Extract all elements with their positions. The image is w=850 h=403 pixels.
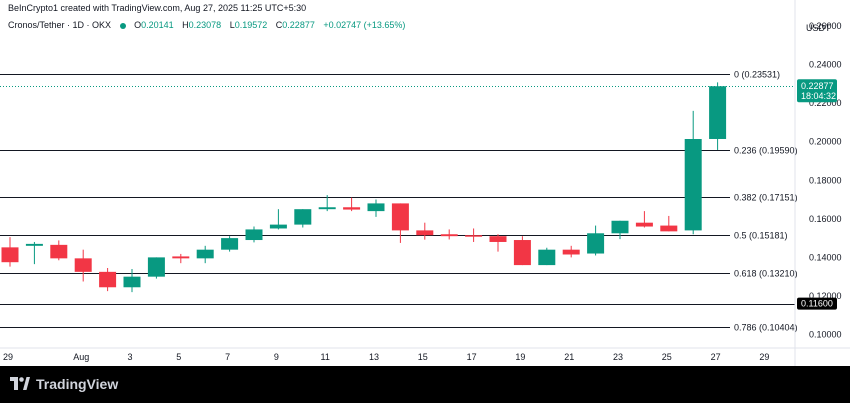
price-tick-label: 0.26000 bbox=[809, 21, 842, 31]
support-price-value: 0.11600 bbox=[801, 299, 833, 309]
bar-countdown: 18:04:32 bbox=[801, 91, 836, 101]
time-tick-label: 29 bbox=[759, 352, 769, 362]
open-label: O bbox=[134, 20, 142, 30]
tradingview-logo[interactable]: TradingView bbox=[10, 376, 118, 392]
price-tick-label: 0.10000 bbox=[809, 330, 842, 340]
candle-body bbox=[635, 222, 653, 227]
price-tick-label: 0.20000 bbox=[809, 137, 842, 147]
time-axis[interactable]: 29 Aug 3 5 7 9 11 13 15 17 19 21 23 25 27 29 bbox=[0, 347, 850, 362]
price-tick-label: 0.24000 bbox=[809, 60, 842, 70]
candlestick-series bbox=[1, 82, 727, 293]
candle-body bbox=[587, 233, 605, 254]
change-value: +0.02747 (+13.65%) bbox=[323, 20, 406, 30]
candle-body bbox=[74, 258, 92, 272]
candle-body bbox=[123, 276, 141, 288]
time-tick-label: 17 bbox=[467, 352, 477, 362]
chart-panel[interactable]: 0 (0.23531) 0.236 (0.19590) 0.382 (0.17151… bbox=[0, 0, 850, 366]
time-tick-label: 27 bbox=[711, 352, 721, 362]
candle-body bbox=[709, 86, 727, 139]
price-tick-label: 0.16000 bbox=[809, 214, 842, 224]
candle-body bbox=[245, 229, 263, 241]
time-tick-label: 5 bbox=[176, 352, 181, 362]
time-tick-label: 3 bbox=[127, 352, 132, 362]
time-tick-label: Aug bbox=[73, 352, 89, 362]
price-tick-label: 0.18000 bbox=[809, 175, 842, 185]
support-price-label bbox=[797, 297, 837, 310]
candle-body bbox=[513, 240, 531, 266]
candle-body bbox=[343, 207, 361, 210]
candle-body bbox=[562, 249, 580, 255]
price-tick-label: 0.22000 bbox=[809, 98, 842, 108]
time-tick-label: 29 bbox=[3, 352, 13, 362]
fib-level-label: 0.382 (0.17151) bbox=[734, 193, 798, 203]
time-tick-label: 9 bbox=[274, 352, 279, 362]
candle-body bbox=[465, 235, 483, 237]
time-tick-label: 19 bbox=[515, 352, 525, 362]
price-chart[interactable]: 0 (0.23531) 0.236 (0.19590) 0.382 (0.17151… bbox=[0, 0, 850, 366]
close-value: 0.22877 bbox=[282, 20, 315, 30]
candle-body bbox=[489, 236, 507, 242]
price-tick-label: 0.12000 bbox=[809, 291, 842, 301]
candle-body bbox=[221, 238, 239, 250]
tradingview-wordmark: TradingView bbox=[36, 376, 119, 392]
fib-level-label: 0.618 (0.13210) bbox=[734, 269, 798, 279]
candle-body bbox=[269, 224, 287, 229]
candle-body bbox=[196, 249, 214, 259]
price-axis-currency: USDT bbox=[806, 23, 831, 33]
candle-body bbox=[611, 220, 629, 234]
fib-level-label: 0.786 (0.10404) bbox=[734, 323, 798, 333]
tradingview-logo-icon bbox=[10, 377, 30, 390]
time-tick-label: 11 bbox=[321, 352, 330, 362]
fib-level-label: 0 (0.23531) bbox=[734, 70, 780, 80]
time-tick-label: 13 bbox=[369, 352, 379, 362]
candle-body bbox=[660, 225, 678, 232]
candle-body bbox=[416, 230, 434, 236]
fib-level-label: 0.236 (0.19590) bbox=[734, 146, 798, 156]
candle-body bbox=[294, 209, 312, 225]
price-axis[interactable]: USDT 0.26000 0.24000 0.22000 0.20000 0.18000… bbox=[794, 0, 842, 366]
high-value: 0.23078 bbox=[188, 20, 222, 30]
fib-level-label: 0.5 (0.15181) bbox=[734, 231, 788, 241]
candle-body bbox=[538, 249, 556, 266]
high-label: H bbox=[182, 20, 189, 30]
time-tick-label: 15 bbox=[418, 352, 428, 362]
candle-body bbox=[25, 243, 43, 246]
low-value: 0.19572 bbox=[234, 20, 268, 30]
fibonacci-retracement[interactable]: 0 (0.23531) 0.236 (0.19590) 0.382 (0.17151… bbox=[0, 70, 798, 333]
price-tick-label: 0.14000 bbox=[809, 252, 842, 262]
time-tick-label: 25 bbox=[662, 352, 672, 362]
candle-body bbox=[99, 271, 117, 288]
footer-bar: TradingView bbox=[0, 366, 850, 403]
candle-body bbox=[50, 244, 68, 259]
time-tick-label: 7 bbox=[225, 352, 230, 362]
time-tick-label: 23 bbox=[613, 352, 623, 362]
market-status-dot-icon bbox=[119, 22, 126, 29]
candle-body bbox=[367, 203, 385, 212]
candle-body bbox=[318, 207, 336, 210]
candle-body bbox=[391, 203, 409, 231]
candle-body bbox=[1, 247, 19, 263]
candle-body bbox=[440, 234, 458, 237]
candle-body bbox=[684, 139, 702, 231]
last-price-value: 0.22877 bbox=[801, 81, 834, 91]
symbol-legend: Cronos/Tether · 1D · OKX O0.20141 H0.230… bbox=[8, 20, 405, 30]
low-label: L bbox=[229, 20, 235, 30]
last-price-label bbox=[797, 79, 837, 103]
time-tick-label: 21 bbox=[564, 352, 574, 362]
candle-body bbox=[172, 256, 190, 259]
symbol-name[interactable]: Cronos/Tether · 1D · OKX bbox=[8, 20, 112, 30]
close-label: C bbox=[275, 20, 283, 30]
open-value: 0.20141 bbox=[141, 20, 174, 30]
candle-body bbox=[147, 257, 165, 277]
chart-credit: BeInCrypto1 created with TradingView.com… bbox=[8, 3, 307, 13]
